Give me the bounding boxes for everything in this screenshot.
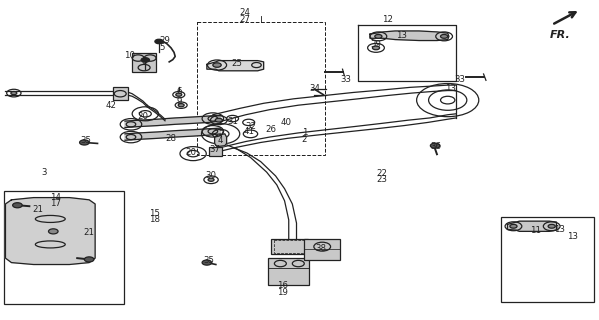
Circle shape	[155, 39, 164, 44]
Circle shape	[141, 58, 150, 62]
Text: 30: 30	[205, 171, 217, 180]
Polygon shape	[125, 128, 220, 140]
Circle shape	[178, 104, 184, 107]
Text: 15: 15	[149, 209, 161, 218]
Bar	[501, 217, 594, 302]
Text: 31: 31	[227, 116, 238, 126]
Text: 32: 32	[245, 122, 256, 131]
Circle shape	[11, 92, 17, 95]
Circle shape	[213, 63, 221, 67]
Text: 26: 26	[265, 125, 276, 134]
Text: 19: 19	[277, 288, 288, 297]
Text: 27: 27	[239, 15, 250, 24]
Text: 33: 33	[454, 75, 465, 84]
Circle shape	[430, 143, 440, 148]
Text: 18: 18	[149, 215, 161, 224]
Text: 35: 35	[203, 256, 214, 265]
Polygon shape	[125, 116, 220, 127]
Circle shape	[215, 118, 222, 122]
Text: 35: 35	[80, 136, 91, 145]
Circle shape	[548, 224, 555, 228]
Text: 2: 2	[301, 135, 307, 144]
Text: 13: 13	[554, 225, 565, 234]
Text: 40: 40	[281, 118, 292, 127]
Text: 3: 3	[41, 168, 47, 177]
Circle shape	[375, 35, 382, 38]
Text: 5: 5	[159, 43, 165, 52]
Text: 22: 22	[376, 169, 388, 178]
Text: 11: 11	[530, 226, 541, 235]
Text: 36: 36	[430, 142, 441, 151]
Text: 9: 9	[176, 97, 181, 106]
Circle shape	[13, 203, 22, 208]
Polygon shape	[370, 31, 449, 41]
Bar	[4, 191, 125, 304]
Text: 24: 24	[239, 8, 250, 17]
Text: 23: 23	[376, 175, 388, 184]
Text: FR.: FR.	[549, 30, 570, 40]
Text: 25: 25	[231, 59, 242, 68]
Bar	[271, 239, 308, 254]
Text: 10: 10	[123, 51, 135, 60]
Polygon shape	[207, 60, 264, 71]
Bar	[304, 239, 340, 260]
Text: 8: 8	[141, 57, 147, 66]
Text: 29: 29	[159, 36, 171, 45]
Bar	[132, 53, 156, 72]
Text: 33: 33	[341, 75, 352, 84]
Text: 4: 4	[218, 136, 223, 145]
Text: 21: 21	[32, 205, 43, 214]
Text: 7: 7	[218, 130, 223, 139]
Text: 13: 13	[567, 232, 578, 241]
Polygon shape	[5, 197, 95, 265]
Text: 13: 13	[444, 84, 456, 93]
Circle shape	[208, 178, 214, 181]
Text: 12: 12	[382, 15, 394, 24]
Circle shape	[510, 224, 517, 228]
Bar	[268, 258, 309, 285]
Text: 39: 39	[371, 40, 382, 49]
Text: 41: 41	[243, 127, 254, 136]
Bar	[208, 147, 222, 156]
Text: 34: 34	[309, 84, 320, 93]
Circle shape	[80, 140, 89, 145]
Text: 20: 20	[185, 148, 196, 157]
Text: 21: 21	[84, 228, 95, 237]
Bar	[196, 22, 325, 155]
Text: 16: 16	[277, 281, 288, 290]
Circle shape	[176, 93, 181, 96]
Circle shape	[49, 229, 58, 234]
Circle shape	[373, 46, 380, 50]
Circle shape	[84, 257, 94, 262]
Text: 42: 42	[106, 101, 117, 110]
Text: 20: 20	[137, 112, 149, 121]
Text: 1: 1	[301, 128, 307, 137]
Text: 38: 38	[315, 244, 326, 253]
Polygon shape	[214, 134, 226, 147]
Polygon shape	[507, 221, 556, 231]
Text: 6: 6	[176, 87, 181, 96]
Bar	[274, 240, 304, 253]
Bar	[113, 87, 128, 100]
Text: 17: 17	[50, 199, 61, 208]
Text: 28: 28	[165, 134, 177, 143]
Circle shape	[202, 260, 211, 265]
Circle shape	[440, 35, 447, 38]
Text: 13: 13	[395, 31, 407, 40]
Text: 14: 14	[50, 193, 61, 202]
Text: 37: 37	[209, 145, 220, 154]
